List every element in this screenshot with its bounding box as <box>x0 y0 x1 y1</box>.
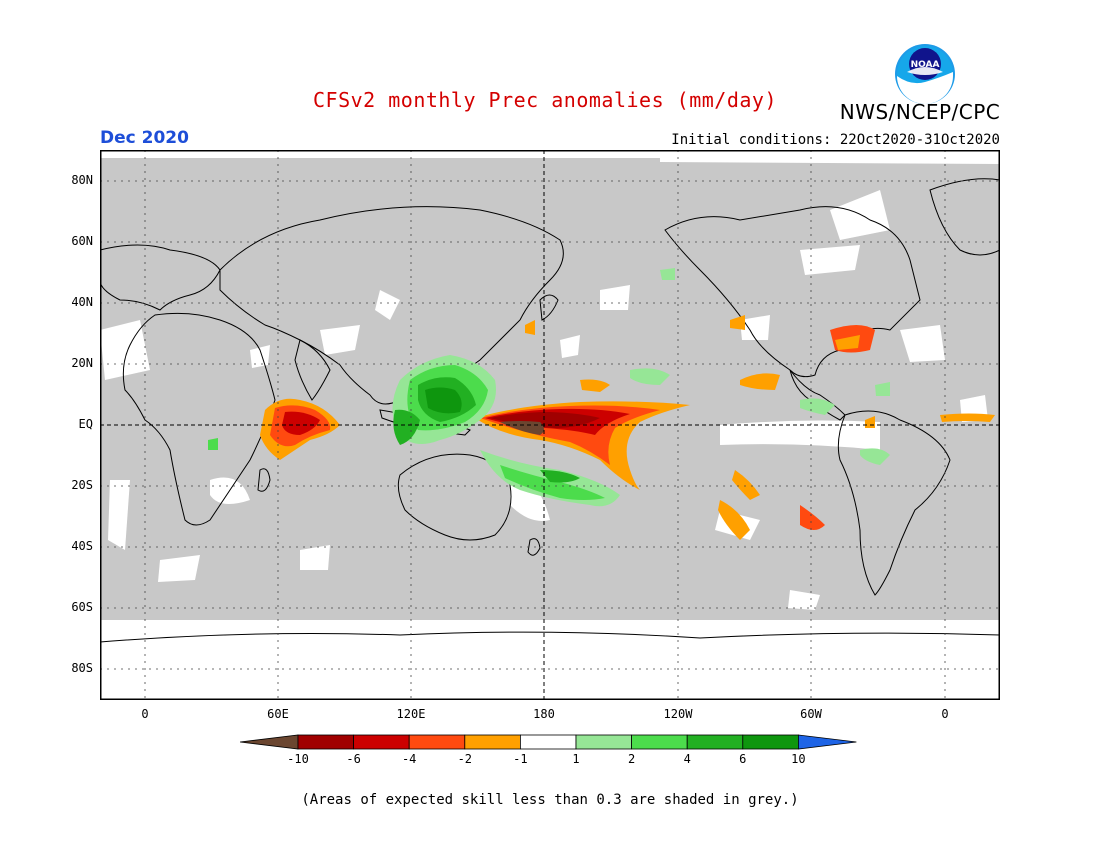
dry-anomalies <box>260 315 995 540</box>
colorbar-segment <box>631 734 688 750</box>
colorbar-label: 4 <box>683 752 691 766</box>
colorbar-label: -1 <box>513 752 528 766</box>
colorbar-segment <box>742 734 799 750</box>
colorbar-label: -10 <box>287 752 309 766</box>
lat-label: 20N <box>71 356 93 370</box>
agency-label: NWS/NCEP/CPC <box>839 100 1001 124</box>
colorbar-segment <box>519 734 577 750</box>
colorbar-label: -6 <box>346 752 361 766</box>
colorbar-segment <box>408 734 466 750</box>
colorbar-segment <box>297 734 354 750</box>
lat-label: 80S <box>71 661 93 675</box>
initial-conditions: Initial conditions: 22Oct2020-31Oct2020 <box>671 132 1000 148</box>
colorbar-label: 10 <box>791 752 806 766</box>
forecast-month: Dec 2020 <box>100 128 189 148</box>
lon-label: 180 <box>533 707 555 721</box>
colorbar-label: 2 <box>627 752 636 766</box>
skill-note: (Areas of expected skill less than 0.3 a… <box>301 792 799 808</box>
near-zero-areas <box>100 150 1000 700</box>
colorbar-label: -2 <box>457 752 473 766</box>
precip-anomaly-map <box>100 150 1000 700</box>
lon-label: 120W <box>663 707 693 721</box>
map-frame <box>100 150 1000 700</box>
lat-label: 40S <box>71 539 93 553</box>
colorbar-label: 1 <box>572 752 580 766</box>
colorbar-segment <box>464 734 521 750</box>
lon-label: 0 <box>141 707 149 721</box>
wet-anomalies <box>208 268 890 507</box>
colorbar-label: 6 <box>739 752 747 766</box>
lat-label: 40N <box>71 295 93 309</box>
lon-label: 0 <box>941 707 949 721</box>
colorbar <box>240 734 857 750</box>
colorbar-segment <box>686 734 744 750</box>
lon-label: 60W <box>800 707 822 721</box>
lat-label: 80N <box>71 173 93 187</box>
lat-label: 20S <box>71 478 93 492</box>
noaa-logo-text: NOAA <box>911 60 940 70</box>
noaa-logo: NOAA <box>895 44 955 104</box>
colorbar-segment <box>240 734 299 750</box>
map-title: CFSv2 monthly Prec anomalies (mm/day) <box>312 88 778 112</box>
colorbar-segment <box>575 734 632 750</box>
colorbar-segment <box>353 734 410 750</box>
lon-label: 120E <box>396 707 426 721</box>
coastlines <box>100 178 1000 643</box>
colorbar-label: -4 <box>401 752 417 766</box>
lon-label: 60E <box>267 707 289 721</box>
lat-label: 60S <box>71 600 93 614</box>
equator-dateline <box>100 150 1000 700</box>
colorbar-segment <box>798 734 857 750</box>
lat-label: EQ <box>78 417 93 431</box>
lat-label: 60N <box>71 234 93 248</box>
